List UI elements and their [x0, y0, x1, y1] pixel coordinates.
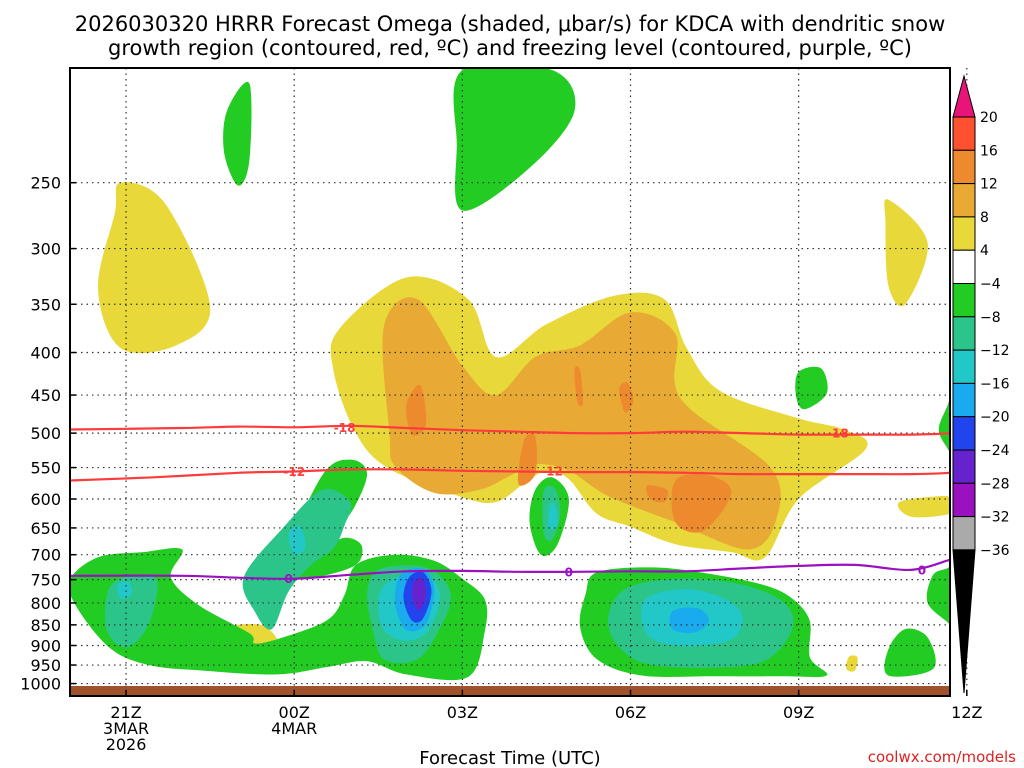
x-tick-label: 09Z	[783, 703, 814, 722]
colorbar-label: −28	[980, 476, 1010, 492]
x-tick-label: 03Z	[447, 703, 478, 722]
chart-title-line-2: growth region (contoured, red, ºC) and f…	[108, 36, 912, 60]
y-tick-label: 1000	[20, 675, 61, 694]
omega-region-m8	[242, 488, 352, 630]
plot-frame	[69, 67, 951, 697]
colorbar-segment	[952, 316, 976, 351]
colorbar-top-triangle	[952, 74, 976, 118]
contour-label: 0	[918, 563, 926, 577]
colorbar-label: −36	[980, 543, 1010, 559]
colorbar: 20 16 12 8 4 −4 −8 −12 −16 −20 −24 −28 −32 −36	[952, 74, 1010, 694]
ground-strip	[70, 686, 950, 695]
omega-region-m12	[548, 502, 558, 530]
omega-region-p4	[846, 655, 858, 672]
x-tick-label: 12Z	[951, 703, 982, 722]
chart-title-line-1: 2026030320 HRRR Forecast Omega (shaded, …	[75, 12, 946, 36]
colorbar-label: −24	[980, 443, 1010, 459]
x-tick-label: 21Z	[110, 703, 141, 722]
x-axis-label: Forecast Time (UTC)	[419, 748, 600, 768]
omega-region-m4	[926, 543, 950, 684]
y-tick-label: 900	[30, 637, 61, 656]
colorbar-segment	[952, 183, 976, 218]
y-tick-label: 950	[30, 656, 61, 675]
colorbar-segment	[952, 149, 976, 185]
contour-label: 0	[284, 572, 292, 586]
colorbar-segment	[952, 416, 976, 451]
colorbar-label: −20	[980, 410, 1010, 426]
y-tick-label: 250	[30, 174, 61, 193]
y-tick-label: 850	[30, 616, 61, 635]
colorbar-segment	[952, 516, 976, 551]
colorbar-label: −4	[980, 277, 1001, 293]
credit-label: coolwx.com/models	[868, 748, 1016, 766]
y-axis-ticks: 250 300 350 400 450 500 550 600 650 700 750 800 850 9…	[20, 174, 76, 694]
y-tick-label: 600	[30, 490, 61, 509]
y-tick-label: 650	[30, 519, 61, 538]
colorbar-label: −32	[980, 510, 1010, 526]
x-tick-label: 4MAR	[271, 719, 317, 738]
grid-lines	[70, 68, 968, 696]
omega-region-m16	[669, 607, 710, 633]
colorbar-label: 12	[980, 177, 998, 193]
x-tick-label: 06Z	[615, 703, 646, 722]
colorbar-segment	[952, 382, 976, 418]
colorbar-segment	[952, 249, 976, 284]
omega-region-p4	[884, 199, 928, 307]
y-tick-label: 800	[30, 594, 61, 613]
y-tick-label: 750	[30, 571, 61, 590]
omega-region-p4	[897, 496, 950, 518]
colorbar-bottom-triangle	[952, 549, 976, 694]
omega-region-p12	[646, 485, 669, 503]
omega-region-p12	[574, 366, 583, 407]
contour-label: -12	[541, 464, 563, 478]
colorbar-segment	[952, 349, 976, 384]
omega-region-m4	[938, 184, 950, 479]
y-tick-label: 700	[30, 546, 61, 565]
y-tick-label: 500	[30, 424, 61, 443]
omega-region-m12	[117, 581, 133, 599]
colorbar-segment	[952, 449, 976, 484]
omega-region-p12	[619, 382, 634, 413]
colorbar-label: −8	[980, 310, 1001, 326]
omega-region-p12	[671, 474, 732, 533]
omega-region-m4	[795, 366, 828, 410]
contour-label: -18	[334, 421, 356, 435]
colorbar-segment	[952, 482, 976, 518]
x-tick-label: 2026	[106, 735, 147, 754]
colorbar-label: −12	[980, 343, 1010, 359]
omega-region-p12	[405, 384, 427, 436]
y-tick-label: 450	[30, 386, 61, 405]
colorbar-segment	[952, 116, 976, 151]
y-tick-label: 550	[30, 459, 61, 478]
omega-region-m12	[288, 526, 306, 556]
colorbar-label: −16	[980, 376, 1010, 392]
contour-label: -18	[827, 427, 849, 441]
colorbar-label: 8	[980, 210, 989, 226]
y-tick-label: 350	[30, 295, 61, 314]
contour-label: -12	[283, 465, 305, 479]
colorbar-segment	[952, 216, 976, 251]
contour-label: 0	[565, 565, 573, 579]
colorbar-segment	[952, 283, 976, 318]
omega-region-m4	[453, 68, 576, 211]
y-tick-label: 400	[30, 344, 61, 363]
omega-region-m24	[411, 577, 427, 611]
y-tick-label: 300	[30, 240, 61, 259]
colorbar-label: 16	[980, 143, 998, 159]
colorbar-label: 4	[980, 243, 989, 259]
colorbar-label: 20	[980, 110, 998, 126]
omega-region-m4	[223, 81, 252, 186]
x-tick-label: 3MAR	[103, 719, 149, 738]
x-tick-label: 00Z	[279, 703, 310, 722]
